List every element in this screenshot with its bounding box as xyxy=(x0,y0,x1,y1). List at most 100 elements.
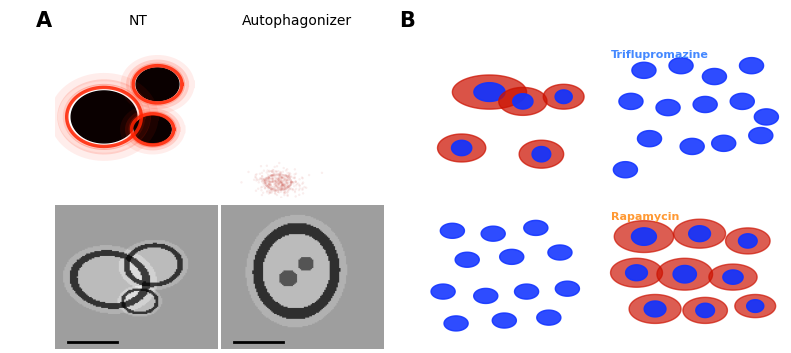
Point xyxy=(274,170,286,176)
Point xyxy=(271,163,283,169)
Point xyxy=(280,168,293,173)
Point xyxy=(290,171,302,176)
Point xyxy=(266,169,278,174)
Point xyxy=(266,175,278,181)
Polygon shape xyxy=(749,127,773,144)
Point xyxy=(267,172,279,178)
Point xyxy=(281,174,293,179)
Point xyxy=(280,179,293,184)
Point xyxy=(268,188,281,194)
Point xyxy=(263,176,275,181)
Point xyxy=(279,188,292,194)
Point xyxy=(267,172,280,177)
Point xyxy=(279,184,292,190)
Point xyxy=(252,180,265,185)
Point xyxy=(273,185,286,191)
Point xyxy=(250,175,263,180)
Point xyxy=(264,180,277,185)
Point xyxy=(252,186,264,192)
Text: Autophagonizer: Autophagonizer xyxy=(422,212,522,222)
Point xyxy=(276,180,289,186)
Polygon shape xyxy=(626,265,647,281)
Point xyxy=(255,176,268,182)
Point xyxy=(290,179,302,185)
Point xyxy=(259,185,271,191)
Point xyxy=(275,185,288,191)
Point xyxy=(284,174,297,180)
Point xyxy=(266,179,278,185)
Point xyxy=(278,182,290,188)
Point xyxy=(290,194,302,199)
Point xyxy=(272,178,285,184)
Point xyxy=(268,178,281,184)
Point xyxy=(267,179,279,184)
Point xyxy=(268,180,281,186)
Point xyxy=(266,179,278,185)
Point xyxy=(278,176,291,182)
Point xyxy=(271,180,284,185)
Point xyxy=(271,185,284,191)
Polygon shape xyxy=(514,241,520,247)
Point xyxy=(259,185,271,191)
Point xyxy=(277,182,290,187)
Point xyxy=(273,181,286,186)
Point xyxy=(248,177,260,183)
Point xyxy=(258,179,271,184)
Polygon shape xyxy=(760,145,766,151)
Point xyxy=(256,176,269,181)
Point xyxy=(267,175,279,180)
Point xyxy=(261,168,274,173)
Point xyxy=(282,170,294,176)
Point xyxy=(281,175,293,180)
Point xyxy=(274,170,287,175)
Point xyxy=(278,174,290,179)
Point xyxy=(273,175,286,180)
Point xyxy=(271,176,283,182)
Point xyxy=(275,183,288,189)
Point xyxy=(267,188,279,194)
Point xyxy=(259,177,271,183)
Point xyxy=(272,182,285,187)
Point xyxy=(267,184,280,189)
Polygon shape xyxy=(613,162,638,178)
Polygon shape xyxy=(634,117,640,123)
Text: NT: NT xyxy=(129,14,148,28)
Polygon shape xyxy=(500,249,524,264)
Point xyxy=(273,178,286,183)
Point xyxy=(266,173,278,179)
Point xyxy=(260,180,273,185)
Point xyxy=(272,168,285,174)
Point xyxy=(275,180,288,185)
Point xyxy=(285,180,297,185)
Point xyxy=(274,179,287,185)
Polygon shape xyxy=(452,75,527,109)
Point xyxy=(259,178,271,184)
Point xyxy=(262,185,274,191)
Point xyxy=(274,185,286,191)
Point xyxy=(265,190,278,195)
Polygon shape xyxy=(629,294,681,323)
Polygon shape xyxy=(71,91,137,143)
Point xyxy=(276,176,289,181)
Point xyxy=(256,184,269,190)
Point xyxy=(268,178,281,183)
Point xyxy=(262,179,274,185)
Point xyxy=(286,187,299,193)
Text: B: B xyxy=(399,11,415,31)
Point xyxy=(274,187,287,193)
Polygon shape xyxy=(712,135,736,151)
Point xyxy=(272,185,285,190)
Point xyxy=(263,185,276,190)
Polygon shape xyxy=(548,245,572,260)
Point xyxy=(285,180,297,186)
Point xyxy=(271,183,284,189)
Point xyxy=(263,181,275,187)
Point xyxy=(278,187,290,192)
Point xyxy=(263,184,275,190)
Point xyxy=(273,181,286,186)
Point xyxy=(281,180,293,186)
Point xyxy=(263,188,275,193)
Point xyxy=(278,189,290,195)
Polygon shape xyxy=(555,90,572,103)
Point xyxy=(266,184,278,190)
